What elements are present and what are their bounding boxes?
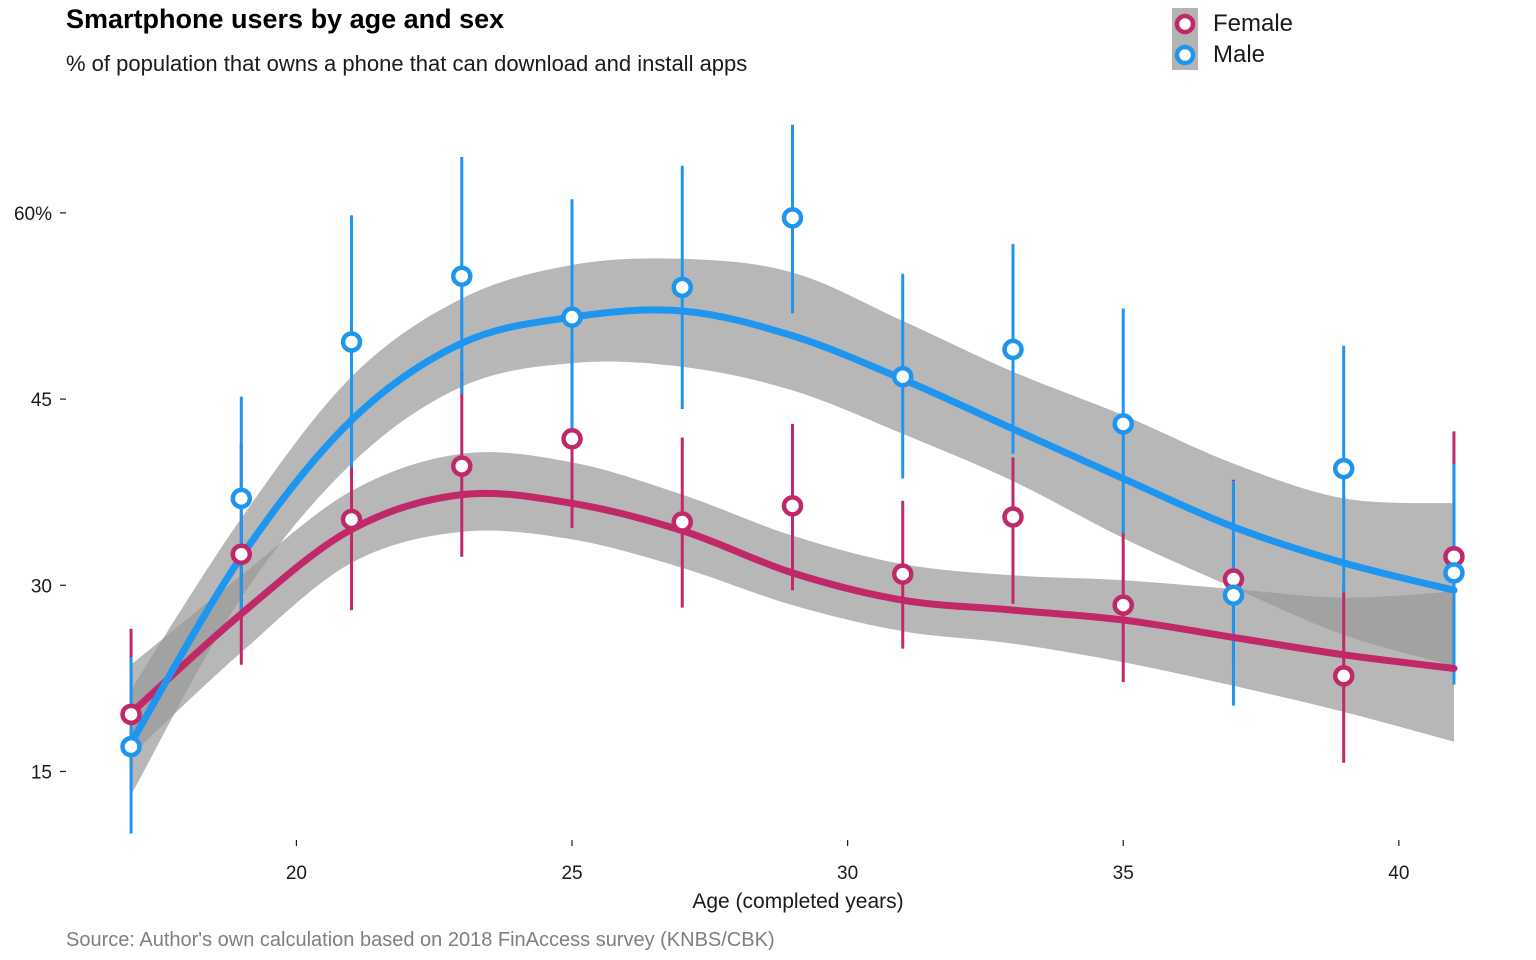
data-point [451, 265, 473, 287]
data-point [1443, 562, 1465, 584]
data-point [1112, 413, 1134, 435]
data-point [891, 563, 914, 585]
legend-item-male: Male [1172, 39, 1293, 70]
y-tick-label: 60% [14, 204, 52, 225]
data-point [781, 495, 804, 517]
data-point [781, 207, 804, 229]
legend-marker-female-icon [1174, 13, 1196, 34]
smooth-line-female [127, 489, 1458, 717]
points-male [120, 207, 1465, 758]
x-tick-label: 40 [1388, 863, 1409, 884]
x-tick-label: 30 [837, 863, 858, 884]
data-point [561, 306, 583, 328]
legend-label-female: Female [1213, 9, 1294, 37]
confidence-band-male [131, 258, 1454, 796]
data-point [1332, 457, 1355, 480]
data-point [1222, 584, 1245, 606]
data-point [120, 735, 142, 758]
legend-key-male [1172, 39, 1198, 70]
data-point [1112, 594, 1134, 616]
data-point [891, 365, 914, 388]
x-tick-label: 20 [286, 863, 307, 884]
y-tick-label: 15 [31, 762, 52, 783]
data-point [230, 543, 253, 565]
chart-title: Smartphone users by age and sex [66, 4, 505, 34]
legend-marker-male-icon [1174, 44, 1196, 65]
y-tick-label: 45 [31, 390, 52, 411]
smooth-line-male [127, 306, 1458, 747]
points-female [120, 428, 1465, 726]
data-point [1002, 506, 1024, 528]
x-axis-label: Age (completed years) [692, 890, 904, 913]
x-tick-label: 25 [561, 863, 582, 884]
source-note: Source: Author's own calculation based o… [66, 929, 775, 951]
legend: Female Male [1172, 8, 1293, 70]
data-point [451, 455, 473, 477]
data-point [671, 511, 694, 533]
data-point [1332, 665, 1355, 687]
data-point [120, 703, 142, 726]
data-point [1002, 338, 1024, 361]
x-tick-label: 35 [1113, 863, 1134, 884]
data-point [671, 276, 694, 299]
legend-label-male: Male [1213, 40, 1266, 68]
y-tick-label: 30 [31, 576, 52, 597]
data-point [561, 428, 583, 450]
legend-key-female [1172, 8, 1198, 39]
legend-item-female: Female [1172, 8, 1293, 39]
data-point [340, 331, 363, 353]
data-point [340, 508, 363, 531]
chart-subtitle: % of population that owns a phone that c… [66, 51, 748, 76]
data-point [230, 487, 253, 510]
